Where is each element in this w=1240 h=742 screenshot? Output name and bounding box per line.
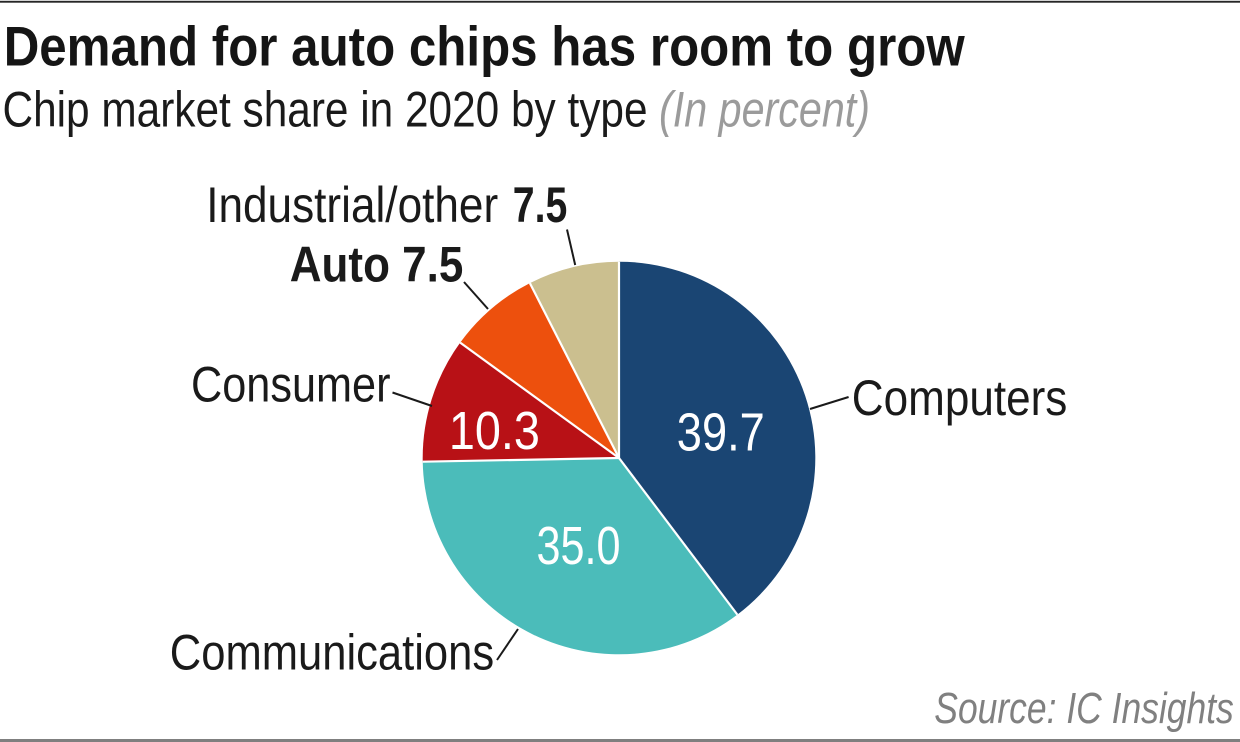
svg-text:Chip market share in 2020 by t: Chip market share in 2020 by type	[3, 82, 648, 138]
svg-text:Demand for auto chips has room: Demand for auto chips has room to grow	[4, 15, 966, 78]
svg-text:Computers: Computers	[852, 370, 1068, 426]
svg-text:Source: IC Insights: Source: IC Insights	[934, 684, 1234, 733]
svg-text:10.3: 10.3	[449, 402, 540, 461]
svg-text:35.0: 35.0	[537, 517, 621, 576]
svg-text:Auto 7.5: Auto 7.5	[290, 236, 464, 292]
svg-text:Industrial/other: Industrial/other	[206, 177, 498, 233]
svg-text:Communications: Communications	[170, 625, 494, 681]
svg-text:(In percent): (In percent)	[659, 82, 870, 138]
svg-text:39.7: 39.7	[677, 404, 765, 463]
svg-text:7.5: 7.5	[513, 177, 568, 233]
svg-text:Consumer: Consumer	[191, 356, 391, 412]
